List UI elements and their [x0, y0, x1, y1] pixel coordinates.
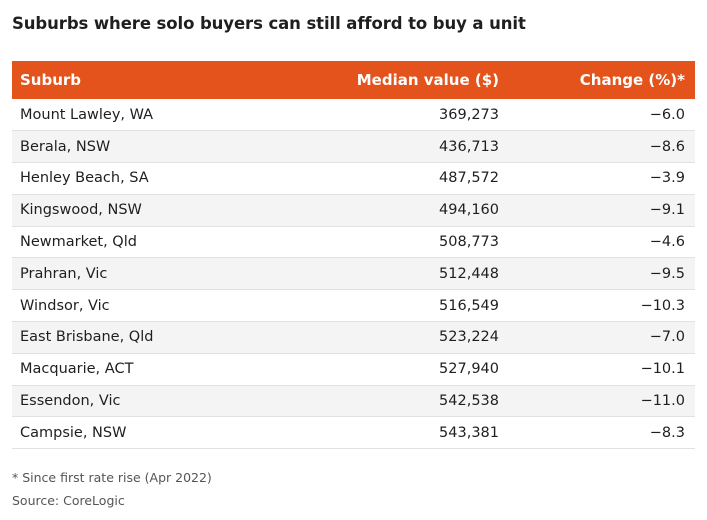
cell-median-value: 508,773	[439, 234, 499, 251]
table-row: Henley Beach, SA 487,572 −3.9	[12, 162, 695, 195]
table-row: Mount Lawley, WA 369,273 −6.0	[12, 99, 695, 131]
cell-suburb: Macquarie, ACT	[20, 361, 134, 378]
cell-median-value: 542,538	[439, 393, 499, 410]
cell-suburb: Prahran, Vic	[20, 265, 108, 282]
table-row: East Brisbane, Qld 523,224 −7.0	[12, 321, 695, 354]
cell-suburb: Campsie, NSW	[20, 424, 127, 441]
table-row: Newmarket, Qld 508,773 −4.6	[12, 226, 695, 258]
cell-suburb: Essendon, Vic	[20, 393, 121, 410]
cell-median-value: 494,160	[439, 202, 499, 219]
table-header-row: Suburb Median value ($) Change (%)*	[12, 61, 695, 99]
table-row: Kingswood, NSW 494,160 −9.1	[12, 194, 695, 227]
data-table: Suburb Median value ($) Change (%)* Moun…	[12, 61, 695, 449]
footnote: * Since first rate rise (Apr 2022)	[12, 470, 212, 485]
cell-change: −8.3	[649, 424, 685, 441]
cell-change: −9.1	[649, 202, 685, 219]
column-header-change: Change (%)*	[579, 71, 685, 89]
table-row: Essendon, Vic 542,538 −11.0	[12, 385, 695, 417]
cell-suburb: Newmarket, Qld	[20, 234, 137, 251]
table-row: Prahran, Vic 512,448 −9.5	[12, 257, 695, 290]
cell-suburb: Henley Beach, SA	[20, 170, 149, 187]
cell-median-value: 487,572	[439, 170, 499, 187]
cell-change: −7.0	[649, 329, 685, 346]
table-row: Campsie, NSW 543,381 −8.3	[12, 416, 695, 449]
table-row: Berala, NSW 436,713 −8.6	[12, 130, 695, 163]
table-row: Windsor, Vic 516,549 −10.3	[12, 289, 695, 322]
chart-title: Suburbs where solo buyers can still affo…	[12, 14, 526, 33]
cell-median-value: 436,713	[439, 138, 499, 155]
cell-median-value: 516,549	[439, 297, 499, 314]
cell-change: −9.5	[649, 265, 685, 282]
column-header-suburb: Suburb	[20, 71, 82, 89]
table-row: Macquarie, ACT 527,940 −10.1	[12, 353, 695, 386]
column-header-median-value: Median value ($)	[356, 71, 499, 89]
cell-change: −11.0	[640, 393, 685, 410]
cell-suburb: Berala, NSW	[20, 138, 111, 155]
cell-median-value: 369,273	[439, 106, 499, 123]
cell-change: −6.0	[649, 106, 685, 123]
cell-change: −10.3	[640, 297, 685, 314]
cell-suburb: East Brisbane, Qld	[20, 329, 154, 346]
cell-change: −10.1	[640, 361, 685, 378]
cell-suburb: Windsor, Vic	[20, 297, 110, 314]
cell-change: −8.6	[649, 138, 685, 155]
source-note: Source: CoreLogic	[12, 493, 125, 508]
cell-change: −3.9	[649, 170, 685, 187]
table-body: Mount Lawley, WA 369,273 −6.0 Berala, NSW 43…	[12, 99, 695, 449]
cell-suburb: Mount Lawley, WA	[20, 106, 154, 123]
cell-median-value: 527,940	[439, 361, 499, 378]
cell-median-value: 543,381	[439, 424, 499, 441]
cell-change: −4.6	[649, 234, 685, 251]
cell-suburb: Kingswood, NSW	[20, 202, 142, 219]
cell-median-value: 523,224	[439, 329, 499, 346]
cell-median-value: 512,448	[439, 265, 499, 282]
